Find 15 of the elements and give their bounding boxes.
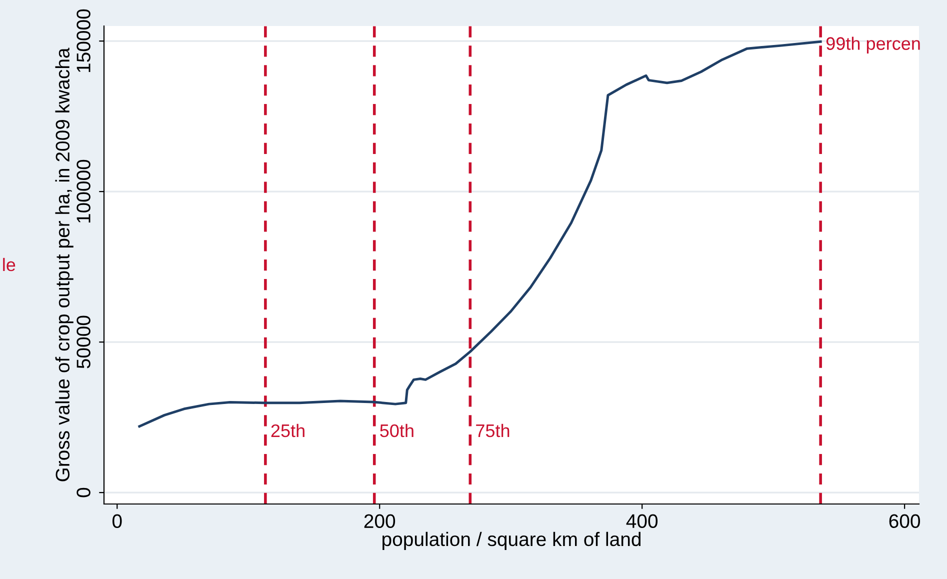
- y-tick-label: 100000: [76, 160, 90, 223]
- ref-line-label: 75th: [476, 424, 510, 438]
- ref-line-label: 99th percen: [826, 36, 920, 54]
- y-tick-label: 150000: [76, 9, 90, 72]
- text: le: [3, 258, 16, 272]
- x-axis-title: population / square km of land: [382, 532, 641, 550]
- y-axis-title: Gross value of crop output per ha, in 2009 kwacha: [55, 48, 74, 482]
- x-tick-label: 400: [626, 514, 658, 528]
- ref-line-label: 25th: [271, 424, 304, 438]
- ref-line-label: 50th: [380, 424, 414, 438]
- x-tick-label: 600: [889, 514, 920, 528]
- x-tick-label: 0: [112, 514, 122, 528]
- y-tick-label: 50000: [76, 316, 90, 368]
- y-tick-label: 0: [76, 488, 90, 498]
- x-tick-label: 200: [364, 514, 396, 528]
